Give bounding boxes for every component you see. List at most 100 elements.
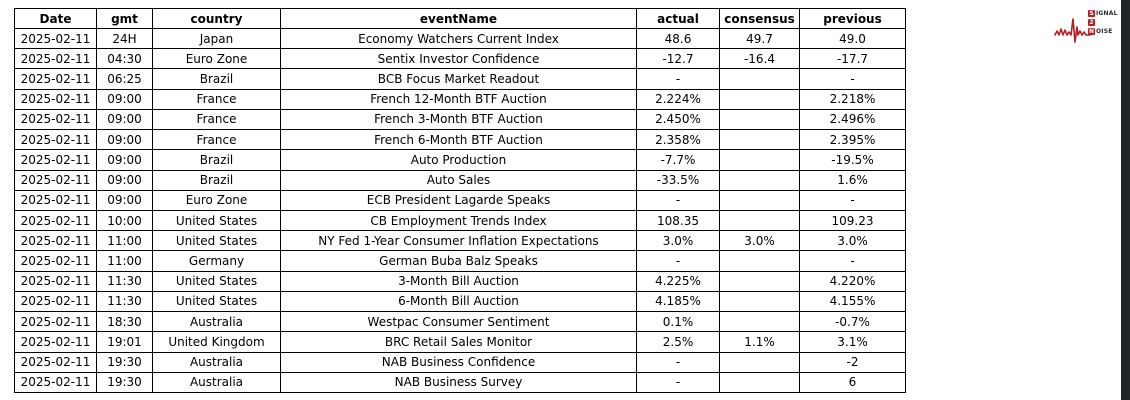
table-row: 2025-02-11 24H Japan Economy Watchers Curre…	[14, 27, 906, 50]
cell-Date: 2025-02-11	[14, 129, 97, 151]
logo-text-ignal: IGNAL	[1096, 9, 1118, 17]
cell-actual: 2.450%	[636, 108, 720, 131]
cell-consensus	[719, 351, 800, 373]
cell-actual: 3.0%	[636, 230, 720, 252]
table-row: 2025-02-11 18:30 Australia Westpac Consumer…	[14, 311, 906, 333]
cell-actual: 48.6	[636, 27, 720, 50]
cell-gmt: 09:00	[96, 149, 153, 171]
cell-consensus	[719, 189, 800, 211]
cell-eventName: Sentix Investor Confidence	[280, 48, 637, 70]
table-row: 2025-02-11 09:00 France French 12-Month BTF…	[14, 88, 906, 110]
cell-consensus	[719, 149, 800, 171]
cell-eventName: NAB Business Confidence	[280, 351, 637, 373]
cell-previous: 2.395%	[799, 129, 906, 151]
table-row: 2025-02-11 06:25 Brazil BCB Focus Market Re…	[14, 68, 906, 90]
cell-consensus	[719, 68, 800, 90]
table-row: 2025-02-11 11:00 United States NY Fed 1-Yea…	[14, 230, 906, 252]
cell-eventName: NAB Business Survey	[280, 371, 637, 394]
cell-eventName: French 6-Month BTF Auction	[280, 129, 637, 151]
cell-Date: 2025-02-11	[14, 250, 97, 272]
cell-gmt: 09:00	[96, 88, 153, 110]
cell-country: France	[152, 129, 281, 151]
column-header-eventName: eventName	[280, 8, 637, 29]
cell-actual: -	[636, 250, 720, 272]
cell-country: Australia	[152, 311, 281, 333]
table-row: 2025-02-11 11:30 United States 3-Month Bill…	[14, 270, 906, 292]
cell-gmt: 19:30	[96, 351, 153, 373]
cell-previous: -17.7	[799, 48, 906, 70]
cell-eventName: BRC Retail Sales Monitor	[280, 331, 637, 353]
cell-Date: 2025-02-11	[14, 209, 97, 232]
cell-country: United States	[152, 230, 281, 252]
table-row: 2025-02-11 09:00 France French 3-Month BTF …	[14, 108, 906, 131]
cell-country: France	[152, 108, 281, 131]
cell-gmt: 04:30	[96, 48, 153, 70]
signal2noise-logo: S IGNAL 2 N OISE	[1054, 7, 1118, 43]
cell-gmt: 09:00	[96, 129, 153, 151]
logo-line-signal: S IGNAL	[1088, 9, 1118, 17]
cell-previous: 109.23	[799, 209, 906, 232]
cell-Date: 2025-02-11	[14, 108, 97, 131]
cell-actual: -33.5%	[636, 169, 720, 191]
cell-previous: 4.155%	[799, 290, 906, 313]
column-header-Date: Date	[14, 8, 97, 29]
logo-digit-2: 2	[1088, 18, 1095, 26]
cell-country: Germany	[152, 250, 281, 272]
cell-country: Australia	[152, 351, 281, 373]
table-row: 2025-02-11 09:00 Euro Zone ECB President La…	[14, 189, 906, 211]
cell-Date: 2025-02-11	[14, 230, 97, 252]
cell-gmt: 06:25	[96, 68, 153, 90]
cell-Date: 2025-02-11	[14, 68, 97, 90]
cell-Date: 2025-02-11	[14, 371, 97, 394]
cell-consensus	[719, 129, 800, 151]
column-header-previous: previous	[799, 8, 906, 29]
cell-actual: -	[636, 351, 720, 373]
logo-text-oise: OISE	[1096, 27, 1113, 35]
cell-eventName: German Buba Balz Speaks	[280, 250, 637, 272]
table-row: 2025-02-11 09:00 Brazil Auto Sales -33.5% 1.6…	[14, 169, 906, 191]
cell-consensus	[719, 371, 800, 394]
cell-actual: 4.185%	[636, 290, 720, 313]
cell-consensus	[719, 88, 800, 110]
cell-actual: -7.7%	[636, 149, 720, 171]
cell-Date: 2025-02-11	[14, 88, 97, 110]
cell-Date: 2025-02-11	[14, 270, 97, 292]
cell-actual: 2.224%	[636, 88, 720, 110]
table-row: 2025-02-11 19:01 United Kingdom BRC Retail …	[14, 331, 906, 353]
cell-gmt: 19:30	[96, 371, 153, 394]
cell-actual: 108.35	[636, 209, 720, 232]
cell-previous: 2.496%	[799, 108, 906, 131]
table-row: 2025-02-11 09:00 France French 6-Month BTF …	[14, 129, 906, 151]
table-row: 2025-02-11 11:30 United States 6-Month Bill…	[14, 290, 906, 313]
cell-eventName: 3-Month Bill Auction	[280, 270, 637, 292]
cell-actual: 2.358%	[636, 129, 720, 151]
cell-consensus	[719, 250, 800, 272]
cell-gmt: 19:01	[96, 331, 153, 353]
cell-gmt: 09:00	[96, 189, 153, 211]
cell-eventName: ECB President Lagarde Speaks	[280, 189, 637, 211]
cell-previous: 2.218%	[799, 88, 906, 110]
cell-actual: -12.7	[636, 48, 720, 70]
cell-consensus: 3.0%	[719, 230, 800, 252]
cell-country: United States	[152, 270, 281, 292]
logo-line-noise: N OISE	[1088, 27, 1118, 35]
economic-calendar-table: Date gmt country eventName actual consensus pr…	[14, 8, 906, 394]
cell-gmt: 11:00	[96, 230, 153, 252]
cell-actual: 0.1%	[636, 311, 720, 333]
cell-eventName: Auto Sales	[280, 169, 637, 191]
cell-actual: -	[636, 189, 720, 211]
table-row: 2025-02-11 10:00 United States CB Employmen…	[14, 209, 906, 232]
cell-consensus: -16.4	[719, 48, 800, 70]
table-row: 2025-02-11 04:30 Euro Zone Sentix Investor …	[14, 48, 906, 70]
cell-actual: -	[636, 68, 720, 90]
cell-Date: 2025-02-11	[14, 331, 97, 353]
cell-eventName: CB Employment Trends Index	[280, 209, 637, 232]
cell-eventName: Westpac Consumer Sentiment	[280, 311, 637, 333]
cell-Date: 2025-02-11	[14, 311, 97, 333]
cell-gmt: 11:30	[96, 270, 153, 292]
cell-eventName: Auto Production	[280, 149, 637, 171]
cell-previous: -	[799, 189, 906, 211]
cell-previous: -0.7%	[799, 311, 906, 333]
cell-Date: 2025-02-11	[14, 351, 97, 373]
cell-gmt: 10:00	[96, 209, 153, 232]
